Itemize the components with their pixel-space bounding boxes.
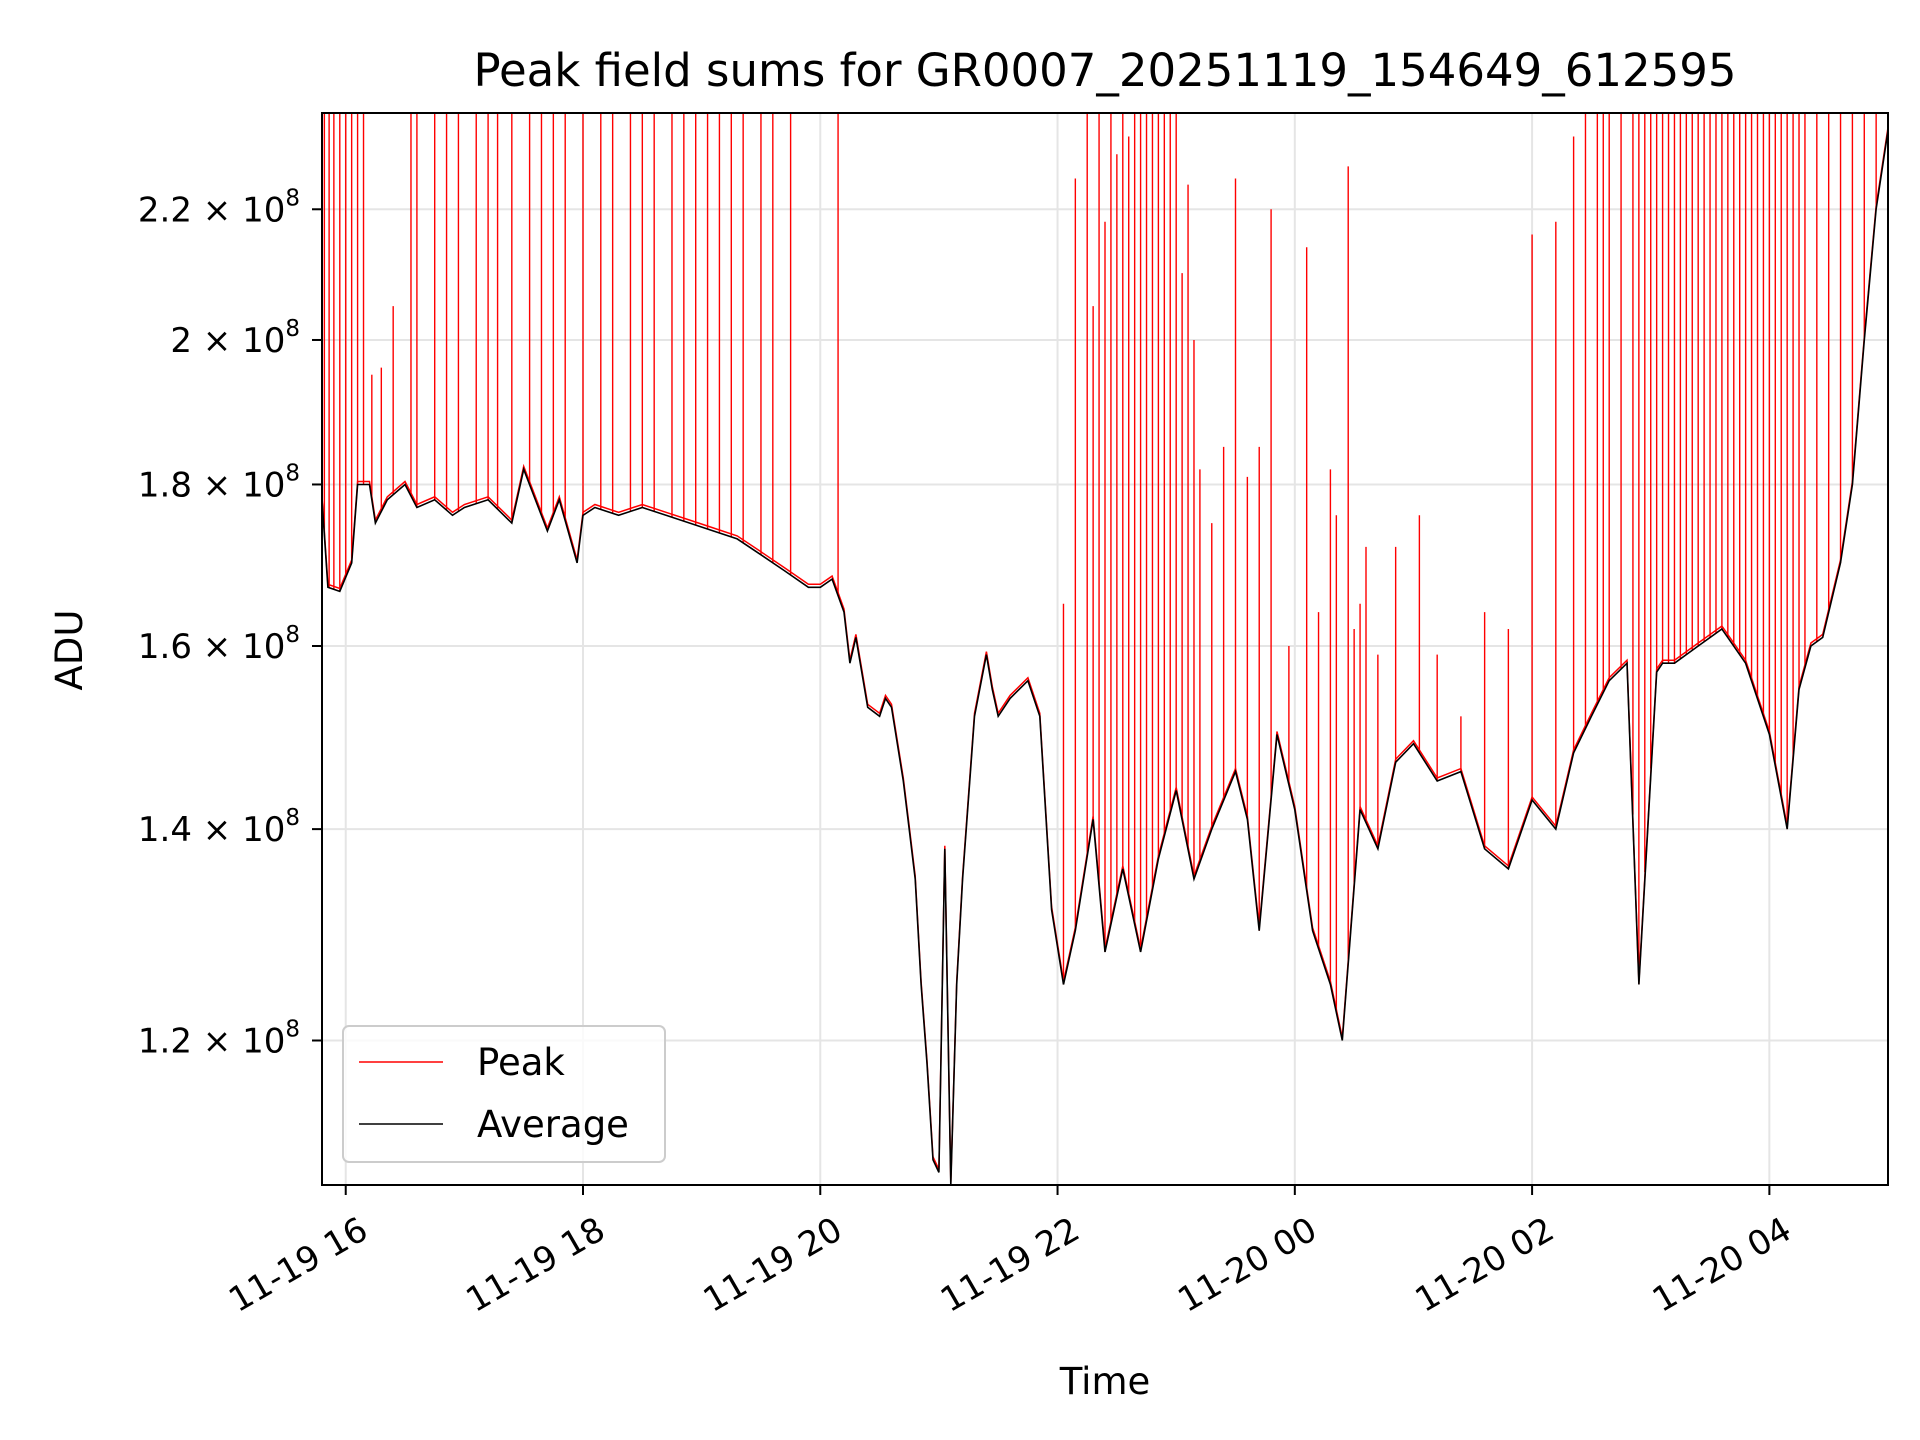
y-tick-mantissa: 1.4	[138, 810, 192, 850]
y-axis-label: ADU	[48, 610, 91, 691]
x-axis-label: Time	[1059, 1360, 1151, 1403]
legend-average-label: Average	[477, 1103, 629, 1146]
y-tick-exponent: 8	[285, 460, 300, 486]
y-tick-label: 1.8 × 108	[138, 460, 300, 505]
legend-box	[342, 1025, 666, 1163]
chart-title: Peak field sums for GR0007_20251119_1546…	[473, 44, 1736, 97]
average-line	[321, 130, 1889, 1186]
legend-peak-label: Peak	[477, 1041, 565, 1084]
y-tick-exponent: 8	[285, 1017, 300, 1043]
y-tick-exponent: 8	[285, 805, 300, 831]
y-tick-exponent: 8	[285, 622, 300, 648]
y-tick-exponent: 8	[285, 185, 300, 211]
y-tick-label: 1.6 × 108	[138, 622, 300, 667]
y-tick-mantissa: 2	[170, 321, 192, 361]
y-tick-label: 1.2 × 108	[138, 1017, 300, 1062]
y-tick-mantissa: 1.6	[138, 627, 192, 667]
legend: Peak Average	[342, 1025, 666, 1163]
plot-frame	[321, 112, 1889, 1186]
y-tick-label: 2 × 108	[170, 316, 300, 361]
y-tick-exponent: 8	[285, 316, 300, 342]
y-tick-mantissa: 1.8	[138, 465, 192, 505]
y-tick-mantissa: 1.2	[138, 1022, 192, 1062]
y-tick-label: 1.4 × 108	[138, 805, 300, 850]
y-axis: 1.2 × 108 1.4 × 108 1.6 × 108 1.8 × 108 2 × …	[138, 185, 322, 1062]
y-tick-mantissa: 2.2	[138, 190, 192, 230]
y-tick-label: 2.2 × 108	[138, 185, 300, 230]
average-series-group	[321, 130, 1889, 1186]
